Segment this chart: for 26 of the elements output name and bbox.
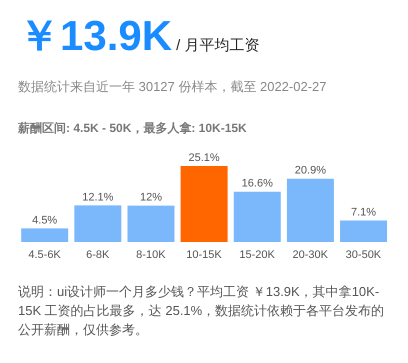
data-label: 25.1% [188,152,220,164]
bar [340,220,388,242]
bar [127,206,174,242]
x-tick-label: 20-30K [292,248,329,261]
data-label: 4.5% [32,214,58,226]
bar [180,166,228,242]
chart-title: ￥13.9K [18,11,172,61]
text: 数据统计来自近一年 30127 份样本，截至 2022-02-27 [18,78,326,96]
data-label: 16.6% [242,178,274,190]
bar [286,178,334,242]
x-tick-label: 15-20K [239,248,276,261]
bar [21,228,68,242]
x-tick-label: 6-8K [86,248,110,261]
data-label: 7.1% [351,206,376,218]
chart-subtitle: / 月平均工资 [176,36,260,55]
text: 薪酬区间: 4.5K - 50K，最多人拿: 10K-15K [18,120,247,137]
x-tick-label: 4.5-6K [28,248,62,261]
x-tick-label: 30-50K [346,248,382,261]
x-tick-label: 8-10K [136,248,166,261]
data-label: 12.1% [82,191,114,204]
data-label: 20.9% [294,164,326,177]
data-label: 12% [140,192,162,204]
bar [74,205,122,242]
x-tick-label: 10-15K [186,248,222,261]
text: 说明：ui设计师一个月多少钱？平均工资 ￥13.9K，其中拿10K-15K 工资的占比最多，达 25.1%，数据统计依赖于各平台发布的公开薪酬，仅供参考。 [18,283,386,339]
bar [234,192,281,242]
